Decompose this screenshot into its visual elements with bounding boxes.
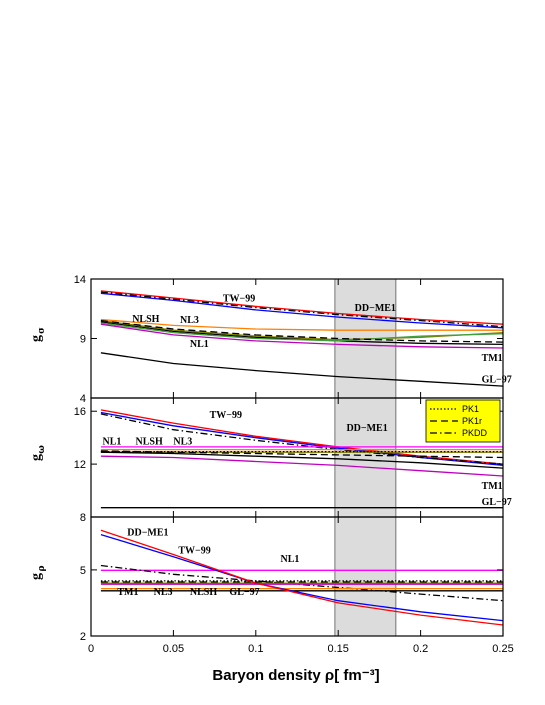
- rho-curve-label: GL−97: [229, 587, 259, 598]
- sigma-y-tick-label: 9: [80, 334, 86, 346]
- legend-box: [425, 399, 501, 443]
- sigma-y-axis-label: g: [29, 335, 44, 342]
- x-tick-label: 0.1: [248, 643, 263, 655]
- omega-series-line-9: [100, 455, 503, 477]
- x-tick-label: 0.15: [327, 643, 348, 655]
- sigma-curve-label: DD−ME1: [355, 303, 396, 314]
- rho-y-axis-subscript: ρ: [37, 566, 47, 572]
- rho-y-tick-label: 2: [80, 631, 86, 643]
- x-tick-label: 0.2: [413, 643, 428, 655]
- omega-series-line-2: [100, 413, 503, 465]
- rho-series-group: [100, 529, 503, 626]
- rho-series-line-8: [100, 533, 503, 622]
- rho-curve-label: TM1: [117, 587, 138, 598]
- sigma-y-tick-label: 4: [80, 393, 86, 405]
- rho-y-tick-label: 5: [80, 565, 86, 577]
- omega-curve-label: NL3: [173, 436, 192, 447]
- sigma-curve-label: NL1: [190, 339, 209, 350]
- omega-y-axis-subscript: ω: [37, 445, 47, 454]
- legend-label: PKDD: [462, 428, 488, 438]
- sigma-curve-label: NL3: [180, 315, 199, 326]
- rho-series-line-9: [100, 529, 503, 626]
- rho-series-line-1: [100, 564, 503, 602]
- sigma-y-axis-subscript: σ: [37, 327, 47, 334]
- rho-curve-label: NL3: [154, 587, 173, 598]
- sigma-series-line-8: [100, 323, 503, 349]
- x-axis-label: Baryon density ρ[ fm⁻³]: [212, 667, 379, 684]
- legend-label: PK1: [462, 404, 479, 414]
- omega-curve-label: NL1: [103, 436, 122, 447]
- omega-y-tick-label: 16: [74, 406, 86, 418]
- omega-y-axis-label: g: [29, 454, 44, 461]
- legend-label: PK1r: [462, 416, 482, 426]
- omega-y-tick-label: 8: [80, 512, 86, 524]
- sigma-series-line-5: [100, 319, 503, 341]
- sigma-y-tick-label: 14: [74, 274, 86, 286]
- rho-curve-label: DD−ME1: [127, 528, 168, 539]
- sigma-series-group: [100, 290, 503, 387]
- sigma-curve-label: TW−99: [223, 294, 255, 305]
- omega-series-line-0: [100, 409, 503, 465]
- sigma-series-line-2: [100, 291, 503, 328]
- sigma-series-line-0: [100, 290, 503, 325]
- rho-curve-label: NL1: [281, 554, 300, 565]
- sigma-curve-label: TM1: [482, 353, 503, 364]
- axes-frame-layer: [90, 278, 504, 637]
- omega-series-line-7: [100, 450, 503, 459]
- rho-panel-frame: [90, 516, 504, 637]
- sigma-series-line-3: [100, 318, 503, 331]
- sigma-series-line-6: [100, 322, 503, 342]
- omega-y-tick-label: 12: [74, 459, 86, 471]
- sigma-curve-label: GL−97: [482, 375, 512, 386]
- sigma-series-line-7: [100, 319, 503, 343]
- sigma-series-line-1: [100, 292, 503, 329]
- omega-series-group: [100, 409, 503, 509]
- omega-curve-label: DD−ME1: [346, 423, 387, 434]
- x-tick-label: 0.05: [163, 643, 184, 655]
- omega-curve-label: TW−99: [210, 410, 242, 421]
- sigma-curve-label: NLSH: [132, 314, 159, 325]
- rho-curve-label: TW−99: [178, 545, 210, 556]
- rho-y-axis-label: g: [29, 573, 44, 580]
- x-tick-label: 0.25: [492, 643, 513, 655]
- series-layer: [100, 290, 503, 626]
- omega-curve-label: GL−97: [482, 497, 512, 508]
- x-tick-label: 0: [88, 643, 94, 655]
- rho-curve-label: NLSH: [190, 587, 217, 598]
- omega-curve-label: TM1: [482, 481, 503, 492]
- omega-series-line-8: [100, 451, 503, 469]
- legend: PK1 PK1r PKDD: [425, 399, 501, 443]
- omega-curve-label: NLSH: [135, 436, 162, 447]
- sigma-series-line-9: [100, 352, 503, 387]
